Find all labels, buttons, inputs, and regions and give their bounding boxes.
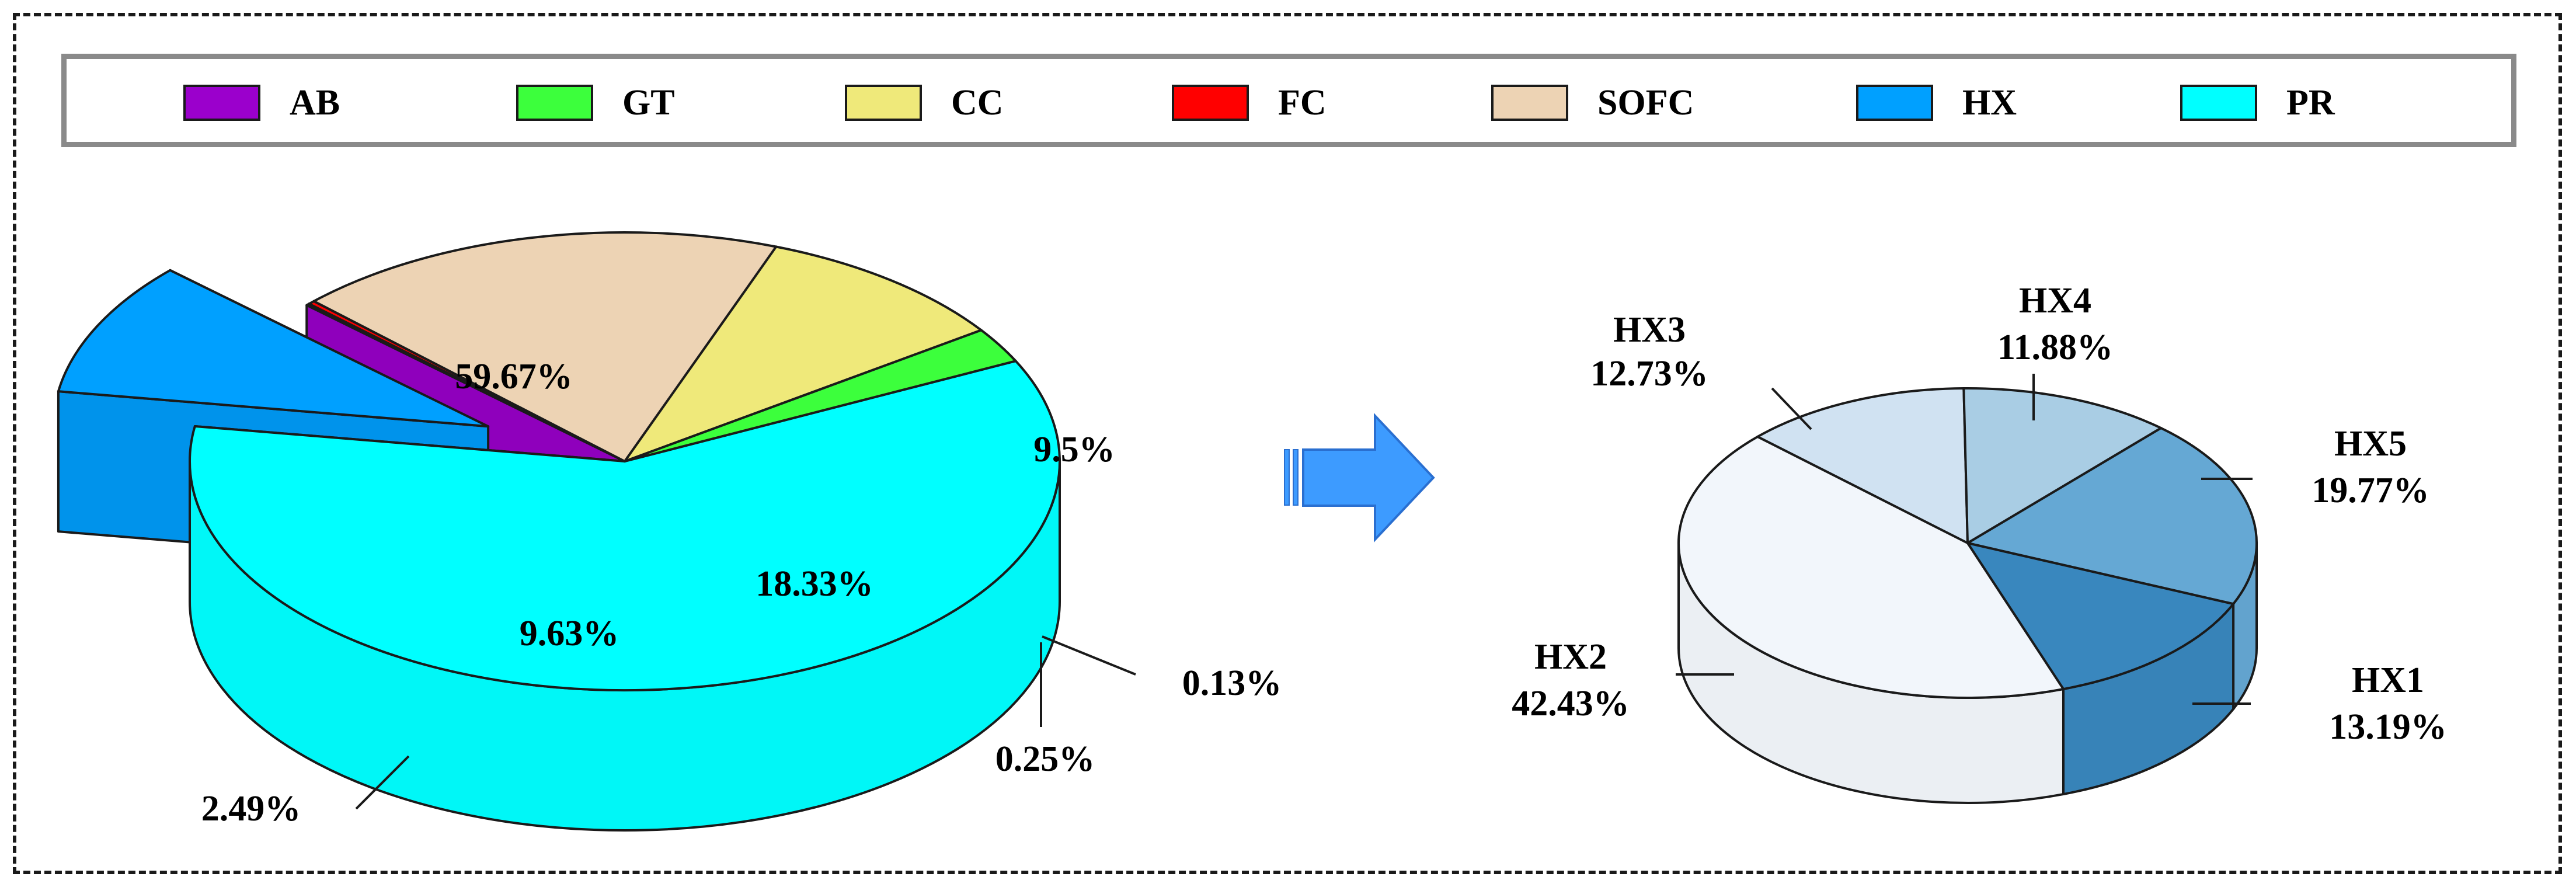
figure-frame xyxy=(13,13,2562,874)
arrow-bar xyxy=(1293,449,1299,506)
slice-sofc xyxy=(312,231,778,462)
data-label-hx1: 13.19% xyxy=(2329,707,2447,747)
slice-hx5 xyxy=(1966,427,2258,606)
arrow-bar xyxy=(1284,449,1290,506)
leader-line-gt xyxy=(355,755,410,810)
arrow-icon xyxy=(1284,412,1435,543)
slice-name-hx2: HX2 xyxy=(1534,637,1607,677)
slice-gt xyxy=(624,329,1017,462)
legend: AB GT CC FC SOFC HX PR xyxy=(61,54,2516,147)
slice-name-hx5: HX5 xyxy=(2334,424,2407,464)
slice-name-hx1: HX1 xyxy=(2352,660,2424,700)
slice-pr xyxy=(189,360,1061,691)
legend-swatch-gt xyxy=(516,85,593,121)
slice-name-hx4: HX4 xyxy=(2019,281,2091,321)
legend-swatch-pr xyxy=(2180,85,2257,121)
data-label-gt: 2.49% xyxy=(201,789,301,829)
legend-label-ab: AB xyxy=(290,83,340,123)
slice-hx xyxy=(57,269,490,428)
legend-swatch-sofc xyxy=(1491,85,1568,121)
data-label-ab: 0.13% xyxy=(1182,663,1282,703)
leader-line-ab xyxy=(1042,635,1136,676)
legend-label-gt: GT xyxy=(622,83,675,123)
data-label-cc: 9.63% xyxy=(520,614,619,653)
legend-swatch-ab xyxy=(183,85,260,121)
legend-swatch-hx xyxy=(1856,85,1933,121)
slice-cc xyxy=(624,245,983,462)
leader-line-hx3 xyxy=(1771,387,1812,430)
data-label-hx5: 19.77% xyxy=(2312,471,2429,510)
legend-label-cc: CC xyxy=(951,83,1004,123)
data-label-sofc: 18.33% xyxy=(756,564,873,604)
legend-label-hx: HX xyxy=(1962,83,2017,123)
legend-swatch-cc xyxy=(845,85,922,121)
slice-name-hx3: HX3 xyxy=(1613,310,1686,350)
data-label-pr: 59.67% xyxy=(455,357,573,396)
slice-hx1 xyxy=(1966,542,2235,691)
arrow-head xyxy=(1302,412,1435,543)
data-label-hx3: 12.73% xyxy=(1590,354,1708,394)
legend-label-sofc: SOFC xyxy=(1597,83,1694,123)
slice-hx4 xyxy=(1962,387,2163,544)
main-pie-chart: 59.67% 9.5% 0.13% 0.25% 18.33% 9.63% 2.49% xyxy=(57,231,1282,832)
data-label-hx2: 42.43% xyxy=(1512,684,1630,723)
data-label-hx4: 11.88% xyxy=(1997,328,2113,367)
slice-hx2 xyxy=(1677,435,2065,699)
legend-label-fc: FC xyxy=(1278,83,1327,123)
data-label-hx: 9.5% xyxy=(1033,430,1115,469)
legend-label-pr: PR xyxy=(2286,83,2335,123)
legend-swatch-fc xyxy=(1172,85,1249,121)
data-label-fc: 0.25% xyxy=(995,739,1095,779)
